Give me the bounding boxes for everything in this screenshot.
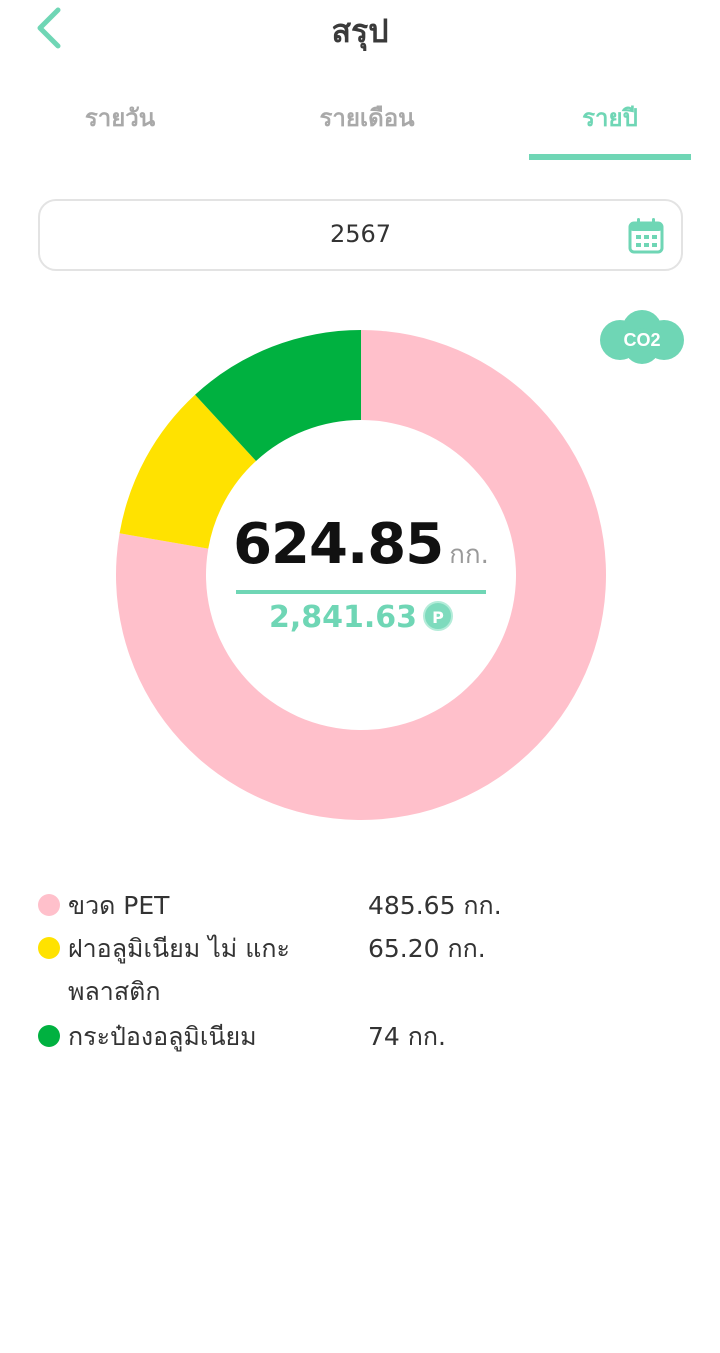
donut-slice-1 xyxy=(119,394,257,549)
tab-daily[interactable]: รายวัน xyxy=(84,104,156,132)
legend-item: ฝาอลูมิเนียม ไม่ แกะพลาสติก 65.20 กก. xyxy=(36,927,676,1015)
header-bar: สรุป xyxy=(0,0,720,60)
total-points-value: 2,841.63 xyxy=(268,600,418,635)
chevron-left-icon xyxy=(37,7,61,49)
points-badge-icon: P xyxy=(423,601,454,631)
legend-item: กระป๋องอลูมิเนียม 74 กก. xyxy=(36,1015,676,1058)
total-points: 2,841.63 P xyxy=(116,600,606,635)
legend-item-name: กระป๋องอลูมิเนียม xyxy=(68,1022,257,1051)
calendar-icon[interactable] xyxy=(627,217,665,255)
legend-dot xyxy=(38,894,60,916)
page-title: สรุป xyxy=(331,12,389,50)
active-tab-indicator xyxy=(529,154,691,160)
donut-chart: 624.85 กก. 2,841.63 P xyxy=(116,330,606,820)
legend: ขวด PET 485.65 กก. ฝาอลูมิเนียม ไม่ แกะพ… xyxy=(36,884,676,1058)
donut-slice-0 xyxy=(116,330,606,820)
legend-item-value: 74 กก. xyxy=(368,1022,446,1051)
donut-chart-svg xyxy=(116,330,606,820)
legend-item-value: 485.65 กก. xyxy=(368,891,502,920)
total-weight-value: 624.85 xyxy=(233,512,444,577)
legend-item-value: 65.20 กก. xyxy=(368,934,486,963)
center-divider xyxy=(236,590,486,594)
total-weight: 624.85 กก. xyxy=(116,512,606,577)
legend-item: ขวด PET 485.65 กก. xyxy=(36,884,676,927)
legend-dot xyxy=(38,1025,60,1047)
year-value: 2567 xyxy=(329,220,392,248)
tab-monthly[interactable]: รายเดือน xyxy=(319,104,415,132)
tab-yearly[interactable]: รายปี xyxy=(582,104,638,132)
donut-slice-2 xyxy=(195,330,361,461)
co2-cloud-icon[interactable]: CO2 xyxy=(598,308,686,366)
back-button[interactable] xyxy=(30,4,70,50)
legend-item-name: ขวด PET xyxy=(68,891,170,920)
total-weight-unit: กก. xyxy=(449,540,489,570)
period-tabs: รายวัน รายเดือน รายปี xyxy=(0,90,720,162)
legend-item-name: ฝาอลูมิเนียม ไม่ แกะพลาสติก xyxy=(68,934,290,1006)
year-picker-field[interactable]: 2567 xyxy=(38,199,683,271)
legend-dot xyxy=(38,937,60,959)
co2-label: CO2 xyxy=(623,330,660,350)
